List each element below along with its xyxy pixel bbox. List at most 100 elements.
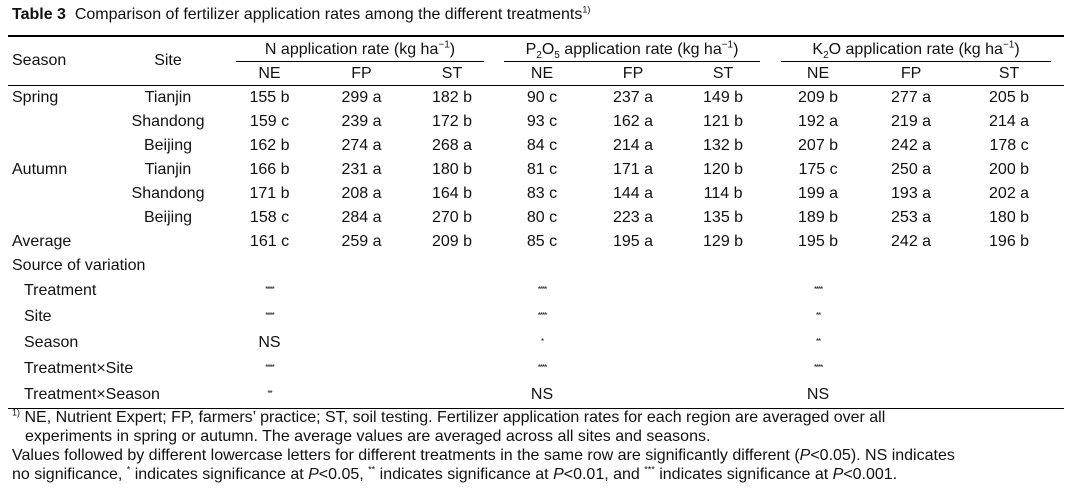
value-cell: 84 c [526,137,558,154]
site-cell: Beijing [143,137,193,154]
season-cell [8,206,112,230]
table-footnote: 1) NE, Nutrient Expert; FP, farmers’ pra… [12,408,1068,484]
value-cell: 192 a [798,113,839,130]
variation-k: ** [815,337,821,346]
table-row: Beijing 162 b 274 a 268 a 84 c 214 a 132… [8,134,1064,158]
value-cell: 180 b [431,161,473,178]
site-cell [112,230,224,254]
value-cell: 259 a [341,233,382,250]
value-cell: 253 a [891,209,932,226]
value-cell: 144 a [613,185,654,202]
value-cell: 209 b [431,233,473,250]
header-k-rate: K2O application rate (kg ha−1) [768,35,1065,63]
value-cell: 193 a [891,185,932,202]
variation-label: Treatment×Season [8,382,224,409]
value-cell: 214 a [989,113,1030,130]
fertilizer-table: Season Site N application rate (kg ha−1)… [8,35,1065,409]
value-cell: 180 b [989,209,1030,226]
value-cell: 237 a [613,89,654,106]
variation-row: Site **** **** ** [8,304,1064,330]
variation-n: NS [258,334,281,351]
table-caption: Comparison of fertilizer application rat… [74,6,583,23]
footnote-line-2: experiments in spring or autumn. The ave… [25,428,711,445]
value-cell: 90 c [526,89,558,106]
value-cell: 129 b [703,233,744,250]
value-cell: 209 b [798,89,839,106]
value-cell: 162 a [613,113,654,130]
subheader-n-st: ST [408,63,497,86]
variation-p: * [540,337,544,346]
subheader-p-fp: FP [588,63,679,86]
subheader-p-ne: NE [496,63,589,86]
variation-row: Treatment×Season ** NS NS [8,382,1065,409]
season-cell [8,110,112,134]
value-cell: 178 c [989,137,1029,154]
variation-heading: Source of variation [12,257,146,274]
value-cell: 214 a [613,137,654,154]
season-cell: Average [12,233,72,250]
value-cell: 132 b [703,137,744,154]
header-n-rate: N application rate (kg ha−1) [224,35,497,63]
site-cell: Tianjin [144,161,192,178]
value-cell: 219 a [891,113,932,130]
table-row: Beijing 158 c 284 a 270 b 80 c 223 a 135… [8,206,1064,230]
subheader-n-fp: FP [315,63,408,86]
value-cell: 158 c [249,209,290,226]
value-cell: 205 b [989,89,1030,106]
value-cell: 223 a [613,209,654,226]
header-season: Season [8,35,112,86]
value-cell: 171 a [613,161,654,178]
footnote-line-3: Values followed by different lowercase l… [12,447,955,464]
table-row: Shandong 159 c 239 a 172 b 93 c 162 a 12… [8,110,1064,134]
variation-label: Treatment [24,282,97,299]
variation-label: Site [24,308,52,325]
footnote-line-1: 1) NE, Nutrient Expert; FP, farmers’ pra… [12,407,886,426]
header-p-rate: P2O5 application rate (kg ha−1) [496,35,769,63]
site-cell: Shandong [131,185,205,202]
value-cell: 195 b [798,233,839,250]
value-cell: 207 b [798,137,839,154]
variation-row: Treatment×Site **** **** **** [8,356,1064,382]
value-cell: 202 a [989,185,1030,202]
value-cell: 239 a [341,113,382,130]
value-cell: 164 b [431,185,473,202]
table-title: Table 3 Comparison of fertilizer applica… [12,5,590,24]
variation-label: Season [24,334,79,351]
value-cell: 182 b [431,89,473,106]
table-row-average: Average 161 c 259 a 209 b 85 c 195 a 129… [8,230,1064,254]
value-cell: 208 a [341,185,382,202]
variation-n: **** [265,285,275,294]
value-cell: 199 a [798,185,839,202]
variation-p: **** [537,311,548,320]
value-cell: 85 c [526,233,558,250]
variation-k: **** [813,285,824,294]
header-site: Site [112,35,224,86]
subheader-n-ne: NE [224,63,315,86]
site-cell: Beijing [143,209,193,226]
variation-k: ** [815,311,821,320]
subheader-k-fp: FP [868,63,955,86]
variation-k: NS [768,382,869,409]
value-cell: 161 c [249,233,290,250]
value-cell: 274 a [341,137,382,154]
variation-label: Treatment×Site [24,360,134,377]
variation-p: **** [537,285,548,294]
season-cell: Autumn [12,161,68,178]
value-cell: 250 a [891,161,932,178]
value-cell: 135 b [703,209,744,226]
value-cell: 155 b [249,89,290,106]
value-cell: 195 a [613,233,654,250]
value-cell: 159 c [249,113,290,130]
value-cell: 120 b [703,161,744,178]
footnote-line-4: no significance, * indicates significanc… [12,464,898,483]
value-cell: 80 c [526,209,558,226]
value-cell: 166 b [249,161,290,178]
site-cell: Shandong [131,113,205,130]
value-cell: 83 c [526,185,558,202]
value-cell: 242 a [891,233,932,250]
value-cell: 299 a [341,89,382,106]
site-cell: Tianjin [144,89,192,106]
subheader-k-st: ST [954,63,1065,86]
value-cell: 93 c [526,113,558,130]
variation-n: ** [224,382,315,409]
